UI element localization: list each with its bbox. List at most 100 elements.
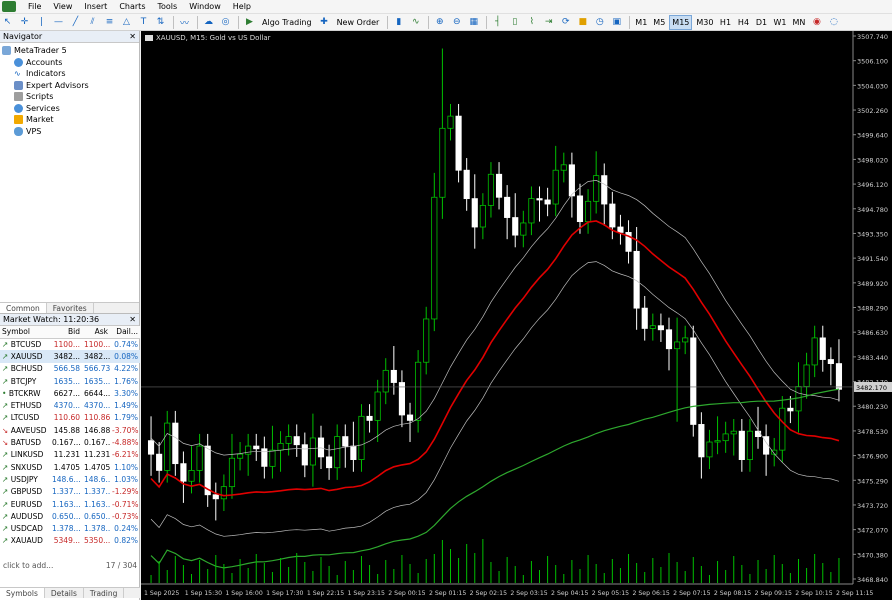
bearish-candle	[819, 337, 826, 360]
tab-common[interactable]: Common	[0, 303, 47, 313]
autoscroll-icon[interactable]: ⟳	[562, 17, 570, 27]
close-icon[interactable]: ✕	[129, 315, 136, 324]
market-watch-row[interactable]: ↗ USDCAD 1.378... 1.378... 0.24%	[0, 522, 140, 534]
new-order-button[interactable]: New Order	[336, 17, 380, 27]
menu-view[interactable]: View	[53, 2, 73, 11]
price-axis-label: 3506.100	[857, 58, 888, 66]
trendline-icon[interactable]: ╱	[72, 17, 79, 27]
market-watch-row[interactable]: ↗ LTCUSD 110.60 110.86 1.79%	[0, 412, 140, 424]
navigator-item-expert-advisors[interactable]: Expert Advisors	[2, 80, 139, 92]
time-axis-label: 2 Sep 04:15	[551, 590, 588, 597]
market-watch-row[interactable]: ↗ ETHUSD 4370... 4370... 1.49%	[0, 399, 140, 411]
scripts-icon	[14, 92, 23, 102]
ask-cell: 4370...	[84, 401, 110, 411]
market-watch-row[interactable]: ↗ XAUAUD 5349... 5350... 0.82%	[0, 535, 140, 547]
market-watch-row[interactable]: ↗ GBPUSD 1.337... 1.337... -1.29%	[0, 486, 140, 498]
navigator-item-market[interactable]: Market	[2, 114, 139, 126]
price-axis-label: 3494.780	[857, 206, 888, 214]
timeframe-m15[interactable]: M15	[669, 14, 693, 30]
new-order-icon[interactable]: ✚	[320, 17, 328, 27]
price-chart-canvas[interactable]: 3507.740 3506.100 3504.030 3502.260 3499.640…	[141, 31, 892, 600]
one-click-trading-icon[interactable]: ☁	[204, 17, 213, 27]
market-depth-icon[interactable]: ▮	[396, 17, 402, 27]
cursor-icon[interactable]: ↖	[3, 17, 12, 27]
navigator-item-scripts[interactable]: Scripts	[2, 91, 139, 103]
bid-cell: 6627...	[53, 388, 80, 398]
navigator-root[interactable]: MetaTrader 5	[2, 45, 139, 57]
menu-tools[interactable]: Tools	[157, 2, 178, 11]
price-chart[interactable]: 3507.740 3506.100 3504.030 3502.260 3499.640…	[141, 31, 892, 600]
channel-icon[interactable]: ⫽	[90, 17, 95, 27]
market-watch-row[interactable]: ↗ EURUSD 1.163... 1.163... -0.71%	[0, 498, 140, 510]
tab-favorites[interactable]: Favorites	[47, 303, 94, 313]
navigator-item-accounts[interactable]: Accounts	[2, 57, 139, 69]
menu-insert[interactable]: Insert	[84, 2, 108, 11]
market-watch-row[interactable]: ↗ BTCJPY 1635... 1635... 1.76%	[0, 375, 140, 387]
column-header-bid[interactable]: Bid	[50, 326, 82, 339]
add-symbol-hint[interactable]: click to add...	[3, 561, 54, 570]
chart-settings-icon[interactable]: ◉	[812, 17, 821, 27]
market-watch-row[interactable]: ↗ SNXUSD 1.4705 1.4705 1.10%	[0, 461, 140, 473]
periods-icon[interactable]: ◷	[595, 17, 604, 27]
arrows-tool-icon[interactable]: ⇅	[156, 17, 165, 27]
timeframe-mn[interactable]: MN	[792, 17, 806, 27]
close-icon[interactable]: ✕	[129, 32, 136, 41]
timeframe-m30[interactable]: M30	[696, 17, 714, 27]
market-watch-row[interactable]: • BTCKRW 6627... 6644... 3.30%	[0, 387, 140, 399]
bar-chart-icon[interactable]: ┤	[495, 17, 501, 27]
candlestick-chart-icon[interactable]: ▯	[512, 17, 518, 27]
navigator-item-vps[interactable]: VPS	[2, 126, 139, 138]
timeframe-h4[interactable]: H4	[737, 17, 750, 27]
symbol-cell: ↘ AAVEUSD	[2, 425, 47, 435]
tab-trading[interactable]: Trading	[84, 588, 125, 598]
timeframe-d1[interactable]: D1	[755, 17, 768, 27]
horizontal-line-icon[interactable]: —	[54, 17, 63, 27]
algo-trading-button[interactable]: Algo Trading	[262, 17, 312, 27]
signals-icon[interactable]: ◎	[221, 17, 230, 27]
text-tool-icon[interactable]: T	[140, 17, 147, 27]
market-watch-row[interactable]: ↗ BTCUSD 1100... 1100... 0.74%	[0, 338, 140, 350]
algo-trading-icon[interactable]: ▶	[246, 17, 253, 27]
menu-charts[interactable]: Charts	[119, 2, 146, 11]
daily-change-cell: 0.24%	[114, 524, 138, 534]
tile-windows-icon[interactable]: ▦	[469, 17, 479, 27]
timeframe-m5[interactable]: M5	[653, 17, 666, 27]
market-watch-row[interactable]: ↗ AUDUSD 0.650... 0.650... -0.73%	[0, 510, 140, 522]
menu-window[interactable]: Window	[189, 2, 221, 11]
column-header-symbol[interactable]: Symbol	[0, 326, 50, 339]
tab-details[interactable]: Details	[45, 588, 84, 598]
templates-icon[interactable]: ■	[578, 17, 588, 27]
crosshair-icon[interactable]: ✛	[20, 17, 29, 27]
line-chart-icon[interactable]: ⌇	[529, 17, 534, 27]
shapes-icon[interactable]: △	[123, 17, 130, 27]
tab-symbols[interactable]: Symbols	[0, 588, 45, 598]
timeframe-h1[interactable]: H1	[719, 17, 732, 27]
zoom-in-icon[interactable]: ⊕	[436, 17, 444, 27]
indicators-icon[interactable]: 〰	[179, 18, 189, 29]
chart-shift-icon[interactable]: ⇥	[545, 17, 553, 27]
fibonacci-icon[interactable]: ≡	[105, 17, 114, 27]
column-header-ask[interactable]: Ask	[82, 326, 110, 339]
menu-file[interactable]: File	[28, 2, 42, 11]
market-watch-row[interactable]: ↘ AAVEUSD 145.88 146.88 -3.70%	[0, 424, 140, 436]
market-watch-row[interactable]: ↗ LINKUSD 11.231 11.231 -6.21%	[0, 449, 140, 461]
zoom-out-icon[interactable]: ⊖	[453, 17, 461, 27]
timeframe-m1[interactable]: M1	[635, 17, 648, 27]
navigator-item-indicators[interactable]: ∿ Indicators	[14, 69, 66, 79]
vertical-line-icon[interactable]: |	[39, 17, 44, 27]
tick-chart-icon[interactable]: ∿	[412, 17, 420, 27]
column-header-daily-change[interactable]: Dail...	[110, 326, 140, 339]
screenshot-icon[interactable]: ▣	[612, 17, 622, 27]
symbol-cell: ↗ ETHUSD	[2, 401, 42, 411]
market-watch-row[interactable]: ↗ USDJPY 148.6... 148.6... 1.03%	[0, 473, 140, 485]
menu-help[interactable]: Help	[232, 2, 251, 11]
market-watch-row[interactable]: ↗ BCHUSD 566.58 566.73 4.22%	[0, 363, 140, 375]
navigator-item-services[interactable]: Services	[2, 103, 139, 115]
bullish-candle	[358, 415, 365, 460]
market-watch-row[interactable]: ↗ XAUUSD 3482... 3482... 0.08%	[0, 350, 140, 363]
market-icon	[14, 115, 23, 125]
bullish-candle	[374, 391, 381, 421]
timeframe-w1[interactable]: W1	[773, 17, 787, 27]
market-watch-row[interactable]: ↘ BATUSD 0.167... 0.167... -4.88%	[0, 436, 140, 448]
account-icon[interactable]: ◌	[829, 17, 838, 27]
